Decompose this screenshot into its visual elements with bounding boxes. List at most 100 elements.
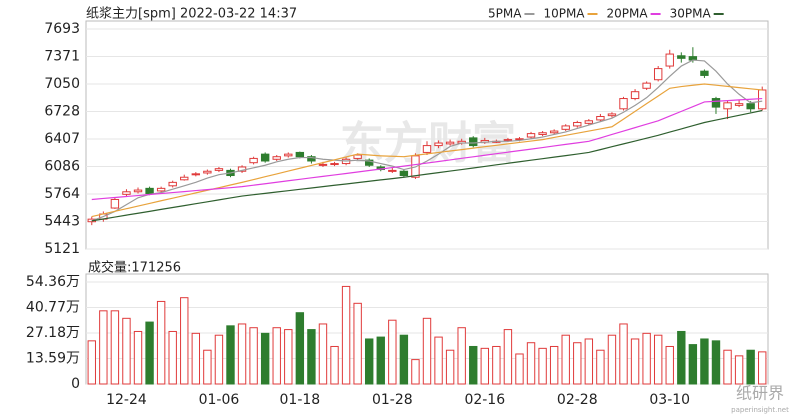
volume-bar — [538, 347, 547, 385]
volume-bar — [607, 334, 617, 385]
y-tick-label: 7050 — [44, 76, 80, 92]
candle-body — [180, 176, 189, 181]
volume-bar — [596, 349, 605, 385]
volume-bar — [133, 330, 143, 385]
candle-body — [561, 125, 570, 130]
volume-bar — [284, 329, 293, 385]
volume-bar — [665, 345, 674, 385]
volume-bar — [723, 349, 732, 385]
volume-bar — [237, 323, 247, 385]
x-tick-label: 01-06 — [199, 392, 240, 408]
volume-bar — [677, 330, 686, 385]
volume-bar — [515, 353, 524, 385]
candle-body — [700, 70, 709, 76]
volume-bar — [365, 338, 374, 385]
chart-title: 纸浆主力[spm] 2022-03-22 14:37 — [86, 7, 297, 22]
v-tick-label: 27.18万 — [26, 325, 80, 341]
ma-line — [91, 109, 763, 222]
candle-body — [630, 91, 640, 100]
ma-line — [91, 59, 763, 222]
volume-bar — [330, 345, 339, 385]
volume-bar — [203, 349, 212, 385]
x-tick-label: 02-16 — [464, 392, 505, 408]
legend-label: 20PMA — [607, 7, 649, 21]
candle-body — [156, 187, 166, 192]
volume-bar — [226, 325, 235, 385]
candle-body — [191, 173, 201, 176]
logo-sub: paperinsight.net — [731, 406, 789, 414]
candle-body — [365, 159, 374, 166]
y-tick-label: 6086 — [44, 158, 80, 174]
volume-bar — [341, 285, 351, 385]
volume-bar — [700, 338, 709, 385]
volume-bar — [492, 345, 501, 385]
candle-body — [353, 154, 362, 159]
candle-body — [330, 163, 339, 166]
volume-bar — [469, 345, 478, 385]
volume-bar — [630, 338, 640, 385]
candle-body — [642, 82, 651, 89]
candle-body — [260, 153, 270, 162]
volume-bar — [411, 359, 420, 385]
volume-bar — [549, 345, 559, 385]
volume-bar — [503, 329, 513, 385]
volume-bar — [584, 338, 594, 385]
volume-bar — [561, 334, 570, 385]
volume-bar — [642, 332, 651, 385]
y-tick-label: 5121 — [44, 241, 80, 257]
candle-body — [607, 113, 617, 117]
volume-bar — [214, 334, 224, 385]
candle-body — [133, 189, 143, 193]
volume-bar — [307, 329, 316, 385]
candle-body — [110, 198, 120, 209]
volume-bar — [688, 344, 698, 385]
volume-label: 成交量:171256 — [88, 260, 181, 276]
volume-bar — [711, 340, 721, 385]
y-tick-label: 5764 — [44, 186, 80, 202]
volume-bar — [457, 327, 466, 385]
volume-bar — [480, 347, 489, 385]
candle-body — [168, 181, 177, 187]
volume-bar — [388, 319, 397, 385]
candle-body — [388, 169, 397, 172]
y-tick-label: 5443 — [44, 213, 80, 229]
y-tick-label: 6728 — [44, 104, 80, 120]
volume-bar — [619, 323, 628, 385]
candle-body — [549, 130, 559, 134]
volume-bar — [434, 336, 443, 385]
volume-bar — [295, 312, 305, 385]
volume-bar — [168, 330, 177, 385]
x-tick-label: 01-18 — [280, 392, 321, 408]
volume-bar — [180, 297, 189, 385]
legend-label: 30PMA — [670, 7, 712, 21]
y-tick-label: 7693 — [44, 21, 80, 37]
candle-body — [503, 139, 513, 142]
volume-bar — [746, 349, 755, 385]
candle-body — [307, 156, 316, 162]
y-tick-label: 7371 — [44, 49, 80, 65]
candle-body — [122, 191, 131, 195]
candle-body — [515, 138, 524, 141]
candle-body — [734, 103, 744, 106]
volume-bar — [445, 349, 455, 385]
logo: 纸研界 — [736, 384, 784, 403]
volume-bar — [191, 332, 201, 385]
volume-bar — [110, 310, 120, 385]
volume-bar — [399, 334, 409, 385]
volume-bar — [249, 327, 258, 385]
candle-body — [653, 68, 663, 81]
candle-body — [434, 142, 443, 147]
candle-body — [526, 133, 536, 138]
candle-body — [469, 137, 478, 147]
v-tick-label: 40.77万 — [26, 300, 80, 316]
x-tick-label: 12-24 — [106, 392, 147, 408]
volume-bar — [145, 321, 154, 385]
candle-body — [399, 170, 409, 177]
volume-bar — [272, 327, 281, 385]
volume-bar — [734, 355, 744, 385]
x-tick-label: 03-10 — [649, 392, 690, 408]
volume-bar — [573, 342, 582, 385]
volume-bar — [353, 302, 362, 385]
candle-body — [665, 53, 674, 67]
candle-body — [723, 102, 732, 110]
